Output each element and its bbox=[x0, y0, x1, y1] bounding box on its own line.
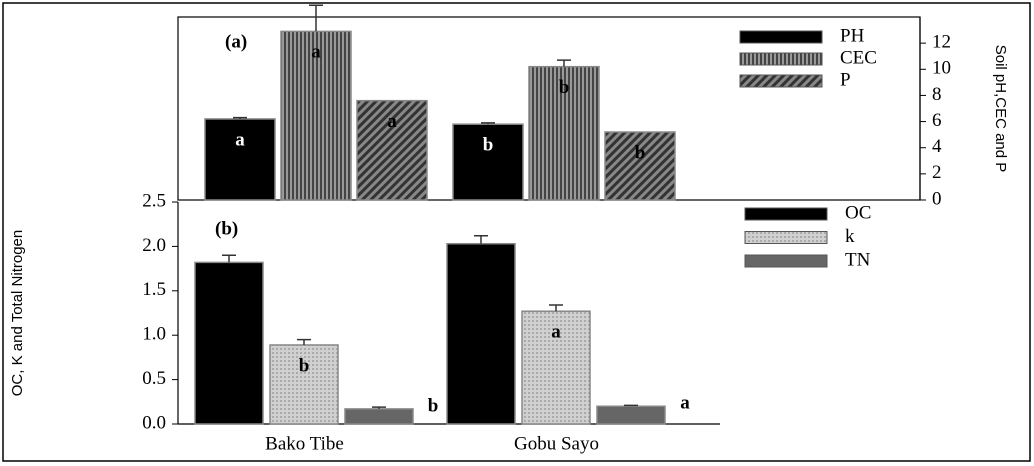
error-bar bbox=[372, 406, 386, 409]
bar bbox=[596, 405, 666, 425]
bar-letter: a bbox=[680, 393, 690, 414]
legend-label: k bbox=[845, 226, 855, 247]
bar bbox=[204, 118, 276, 201]
y-tick-label: 0.5 bbox=[142, 368, 166, 389]
bar-letter: a bbox=[551, 322, 561, 343]
bar bbox=[269, 344, 339, 425]
y-tick-label: 8 bbox=[932, 84, 942, 105]
bar bbox=[604, 131, 676, 201]
bar bbox=[528, 65, 600, 201]
bar-letter: a bbox=[235, 129, 245, 150]
legend-label: CEC bbox=[840, 47, 877, 68]
y-tick-label: 4 bbox=[932, 136, 942, 157]
error-bar bbox=[222, 254, 236, 263]
bar-letter: a bbox=[311, 42, 321, 63]
legend-label: OC bbox=[845, 202, 871, 223]
legend-swatch bbox=[744, 231, 828, 244]
y-tick-label: 2 bbox=[932, 162, 942, 183]
legend-swatch bbox=[739, 52, 823, 66]
y-axis-title: Soil pH,CEC and P bbox=[992, 45, 1009, 173]
bar bbox=[280, 30, 352, 201]
y-tick-label: 12 bbox=[932, 32, 951, 53]
y-tick-label: 10 bbox=[932, 58, 951, 79]
error-bar bbox=[481, 122, 495, 125]
bar-letter: b bbox=[299, 355, 310, 376]
legend-swatch bbox=[739, 30, 823, 44]
error-bar bbox=[549, 304, 563, 312]
legend-swatch bbox=[744, 254, 828, 268]
bar bbox=[194, 261, 264, 425]
y-tick-label: 1.5 bbox=[142, 279, 166, 300]
error-bar bbox=[297, 338, 311, 345]
bar bbox=[452, 123, 524, 201]
panel-label: (b) bbox=[215, 218, 238, 239]
bar-letter: b bbox=[559, 77, 570, 98]
y-tick-label: 1.0 bbox=[142, 324, 166, 345]
bar bbox=[446, 242, 516, 425]
error-bar bbox=[624, 404, 638, 407]
legend-swatch bbox=[739, 74, 823, 88]
y-axis-title: OC, K and Total Nitrogen bbox=[9, 230, 26, 396]
error-bar bbox=[309, 4, 323, 32]
y-tick-label: 2.5 bbox=[142, 190, 166, 211]
bar-letter: b bbox=[635, 142, 646, 163]
legend-label: P bbox=[840, 69, 851, 90]
bar bbox=[521, 310, 591, 425]
y-tick-label: 0.0 bbox=[142, 412, 166, 433]
error-bar bbox=[233, 116, 247, 119]
error-bar bbox=[557, 59, 571, 67]
x-tick-label: Bako Tibe bbox=[265, 433, 344, 454]
legend-label: TN bbox=[845, 249, 871, 270]
bar-letter: a bbox=[387, 111, 397, 132]
x-tick-label: Gobu Sayo bbox=[514, 433, 599, 454]
bar-letter: b bbox=[483, 135, 494, 156]
y-tick-label: 0 bbox=[932, 188, 942, 209]
y-tick-label: 6 bbox=[932, 110, 942, 131]
bar bbox=[356, 99, 428, 201]
bar-letter: b bbox=[428, 395, 439, 416]
panel-label: (a) bbox=[225, 31, 247, 52]
error-bar bbox=[474, 234, 488, 244]
y-tick-label: 2.0 bbox=[142, 235, 166, 256]
legend-swatch bbox=[744, 207, 828, 221]
bar bbox=[344, 408, 414, 425]
legend-label: PH bbox=[840, 25, 865, 46]
